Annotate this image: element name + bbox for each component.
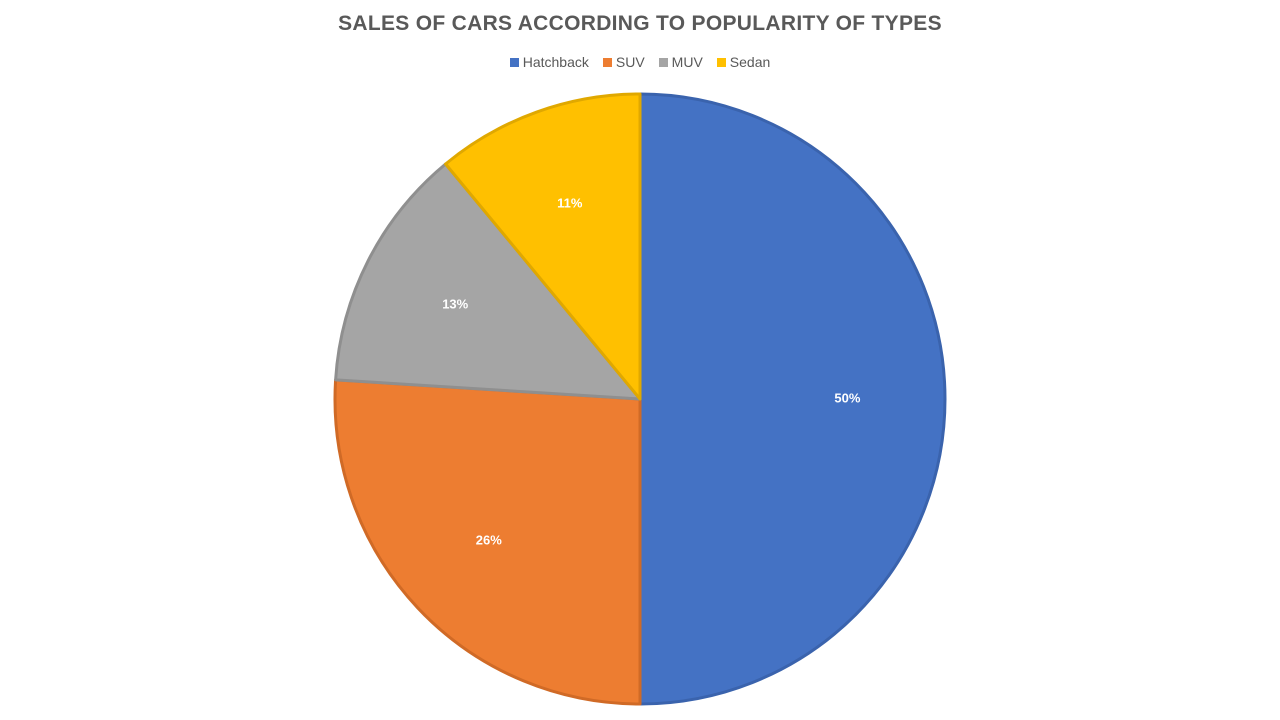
legend-label-suv: SUV (615, 54, 645, 70)
data-label-suv: 26% (476, 532, 502, 547)
legend-item-sedan: Sedan (716, 54, 771, 70)
legend-swatch-suv (602, 57, 612, 67)
legend: Hatchback SUV MUV Sedan (0, 54, 1280, 70)
pie-slice-suv (333, 378, 642, 706)
legend-label-sedan: Sedan (729, 54, 771, 70)
legend-item-muv: MUV (658, 54, 703, 70)
legend-label-muv: MUV (671, 54, 703, 70)
legend-swatch-muv (658, 57, 668, 67)
pie-slice-hatchback (638, 92, 947, 706)
legend-label-hatchback: Hatchback (522, 54, 589, 70)
legend-swatch-hatchback (509, 57, 519, 67)
chart-title: SALES OF CARS ACCORDING TO POPULARITY OF… (338, 12, 942, 35)
pie-slice-sedan (444, 92, 642, 401)
legend-item-suv: SUV (602, 54, 645, 70)
pie-slice-muv (334, 162, 642, 401)
legend-item-hatchback: Hatchback (509, 54, 589, 70)
data-label-hatchback: 50% (834, 390, 860, 405)
data-label-sedan: 11% (557, 195, 583, 210)
data-label-muv: 13% (442, 296, 468, 311)
legend-swatch-sedan (716, 57, 726, 67)
